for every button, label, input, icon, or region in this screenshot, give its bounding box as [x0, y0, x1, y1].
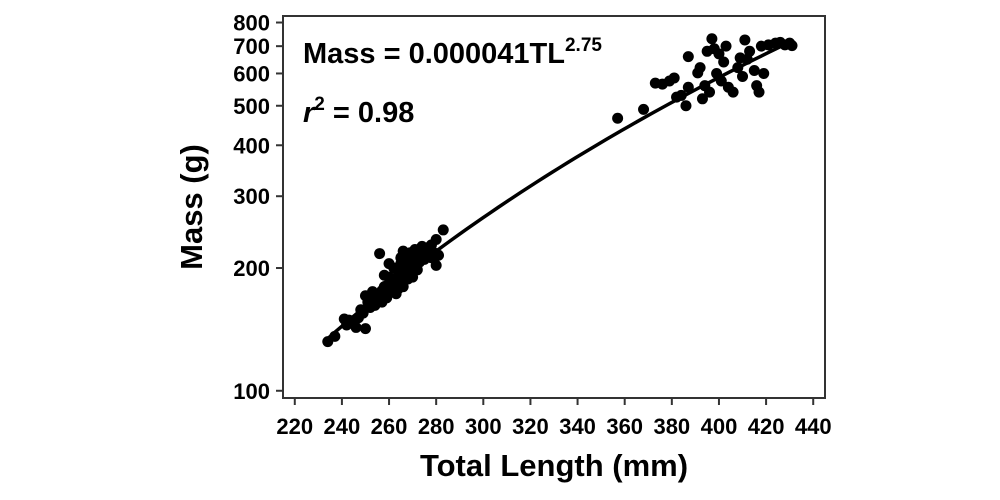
r-squared-annotation: r2 = 0.98 — [303, 94, 414, 129]
data-point — [715, 75, 727, 87]
x-tick-label: 260 — [371, 414, 408, 439]
data-point — [675, 89, 687, 101]
data-point — [713, 48, 725, 60]
x-axis: 220 240 260 280 300 320 340 360 380 400 420 440 — [276, 398, 832, 439]
data-point — [727, 86, 739, 98]
data-point — [720, 40, 732, 52]
data-point — [668, 72, 680, 84]
y-tick-label: 600 — [233, 61, 270, 86]
y-axis-title: Mass (g) — [174, 144, 209, 270]
y-tick-label: 100 — [233, 379, 270, 404]
data-point — [433, 249, 445, 261]
x-tick-label: 240 — [324, 414, 361, 439]
data-point — [329, 330, 341, 342]
y-tick-label: 200 — [233, 256, 270, 281]
data-point — [694, 62, 706, 74]
y-tick-label: 400 — [233, 133, 270, 158]
x-tick-label: 400 — [701, 414, 738, 439]
plot-panel — [282, 15, 826, 399]
y-tick-label: 500 — [233, 94, 270, 119]
data-point — [737, 70, 749, 82]
data-point — [430, 233, 442, 245]
data-point — [706, 33, 718, 45]
data-point — [680, 100, 692, 112]
r-squared-var: r — [303, 97, 316, 129]
y-tick-label: 300 — [233, 184, 270, 209]
x-tick-label: 340 — [559, 414, 596, 439]
data-point — [682, 81, 694, 93]
data-point — [732, 62, 744, 74]
x-tick-label: 380 — [653, 414, 690, 439]
data-point — [744, 45, 756, 57]
data-point — [638, 103, 650, 115]
data-point — [430, 259, 442, 271]
data-point — [350, 321, 362, 333]
data-point — [758, 67, 770, 79]
data-point — [437, 224, 449, 236]
data-point — [359, 323, 371, 335]
x-tick-label: 440 — [795, 414, 832, 439]
y-tick-label: 800 — [233, 11, 270, 36]
data-point — [739, 34, 751, 46]
data-point — [718, 56, 730, 68]
data-point — [704, 86, 716, 98]
data-point — [374, 248, 386, 260]
data-point — [682, 51, 694, 63]
data-point — [753, 86, 765, 98]
y-tick-label: 700 — [233, 34, 270, 59]
x-tick-label: 320 — [512, 414, 549, 439]
x-axis-title: Total Length (mm) — [420, 448, 688, 483]
data-point — [748, 65, 760, 77]
points-layer — [322, 33, 798, 348]
data-point — [786, 40, 798, 52]
equation-text: Mass = 0.000041TL — [303, 38, 565, 70]
data-point — [696, 93, 708, 105]
x-tick-label: 360 — [606, 414, 643, 439]
x-tick-label: 220 — [276, 414, 313, 439]
r-squared-exponent: 2 — [314, 94, 325, 115]
x-tick-label: 420 — [748, 414, 785, 439]
r-squared-value: = 0.98 — [325, 97, 415, 129]
equation-exponent: 2.75 — [565, 35, 602, 56]
data-point — [612, 112, 624, 124]
x-tick-label: 280 — [418, 414, 455, 439]
equation-annotation: Mass = 0.000041TL2.75 — [303, 35, 602, 70]
x-tick-label: 300 — [465, 414, 502, 439]
